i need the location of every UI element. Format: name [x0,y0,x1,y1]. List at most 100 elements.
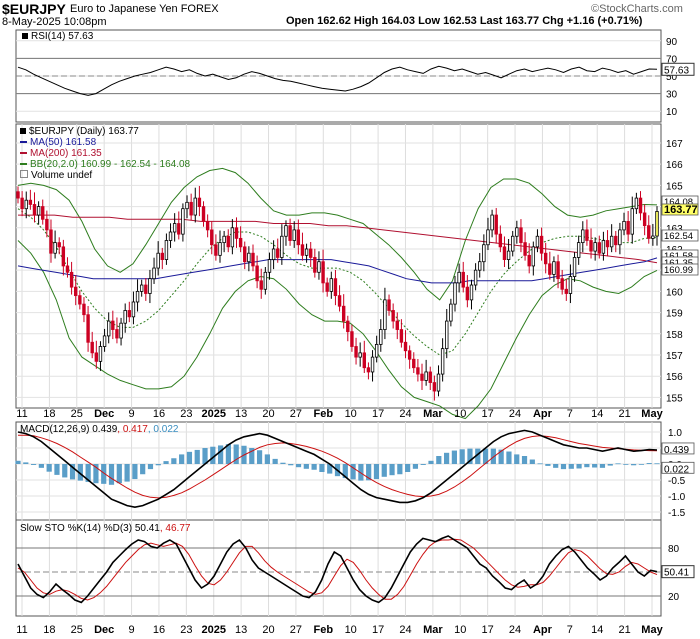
price-tag-text: 161.58 [664,251,693,262]
macd-histogram-bar [225,444,232,464]
candle-body [267,259,272,273]
ma50-legend-text: MA(50) 161.58 [30,137,97,148]
candle-body [428,371,432,383]
price-tick-label: 157 [666,351,683,362]
ohlc-quote: Open 162.62 High 164.03 Low 162.53 Last … [286,15,643,27]
candle-body [585,229,589,241]
candle-body [276,248,280,258]
ma200-legend-text: MA(200) 161.35 [30,148,102,159]
candle-body [482,244,486,263]
macd-histogram-bar [592,464,598,468]
candle-body [469,284,474,301]
macd-histogram-bar [358,464,364,481]
candle-body [461,271,465,288]
x-tick-label: 10 [454,624,466,636]
macd-histogram-bar [319,464,325,472]
candle-body [102,335,107,347]
candle-body [539,235,544,254]
rsi-swatch [22,33,28,39]
candle-body [420,373,424,381]
candle-body [502,246,507,260]
bollinger-upper-band [17,167,658,301]
candle-body [172,223,177,233]
macd-histogram-bar [342,464,348,479]
candle-body [168,231,173,241]
candle-body [614,235,618,246]
rsi-line [17,65,658,96]
candle-body [626,221,630,235]
candle-body [473,269,478,286]
macd-histogram-bar [140,464,146,475]
price-tick-label: 160 [666,287,683,298]
x-tick-label: 14 [591,408,603,420]
macd-tag-text: 0.022 [664,464,689,475]
rsi-legend: RSI(14) 57.63 [22,31,93,42]
price-tag-text: 164.08 [664,197,693,208]
macd-histogram-bar [436,456,442,464]
candle-body [259,280,263,290]
x-tick-label: 27 [290,408,302,420]
x-tick-label: 23 [180,624,192,636]
x-tick-label: 18 [43,408,55,420]
macd-histogram-bar [529,459,535,464]
macd-histogram-bar [373,464,380,480]
candle-body [436,373,441,392]
x-tick-label: 25 [71,624,83,636]
macd-histogram-bar [311,464,317,470]
rsi-last-tag [661,62,695,76]
sto-tick-label: 20 [668,592,680,603]
candle-body [111,320,115,330]
candle-body [131,301,136,318]
sto-tick-label: 80 [668,544,680,555]
candle-body [255,265,259,282]
candle-body [193,197,197,216]
candle-body [57,242,61,248]
candle-body [144,284,148,294]
candle-body [304,248,309,256]
candle-body [263,271,268,290]
candle-body [593,242,597,252]
candle-body [313,257,317,273]
macd-histogram-bar [428,460,434,464]
candle-body [82,303,86,316]
candle-body [449,303,453,322]
macd-histogram-bar [303,464,309,469]
candle-body [152,267,156,280]
candle-body [98,346,103,362]
sto-d-line [17,538,658,601]
candle-body [531,246,536,267]
candle-body [638,197,643,214]
candle-body [535,235,540,248]
candle-body [24,199,28,210]
macd-histogram-bar [646,463,652,464]
price-tag [661,229,699,242]
macd-histogram-bar [256,450,263,464]
macd-tick-label: 1.0 [668,428,682,439]
candle-body [572,257,577,277]
candle-body [478,261,482,271]
candle-body [321,261,325,284]
x-tick-label: Dec [94,408,114,420]
x-tick-label: Feb [314,408,334,420]
candle-body [65,265,70,273]
rsi-tick-label: 90 [666,37,678,48]
macd-histogram-bar [295,464,302,468]
macd-signal-value: , 0.417 [117,424,148,435]
x-tick-label: 11 [16,408,27,420]
candle-body [655,211,659,237]
candle-body [498,233,503,248]
macd-histogram-bar [132,464,138,480]
macd-histogram-bar [54,464,60,475]
candle-body [238,237,243,248]
x-tick-label: May [641,408,663,420]
macd-histogram-bar [397,464,403,475]
candle-body [210,229,214,246]
candle-body [407,350,412,360]
x-tick-label: 17 [482,408,494,420]
x-tick-label: 17 [372,624,384,636]
candle-body [69,271,74,288]
candle-body [90,341,94,354]
macd-histogram-bar [30,464,37,465]
sto-k-value: 50.41 [134,523,160,534]
